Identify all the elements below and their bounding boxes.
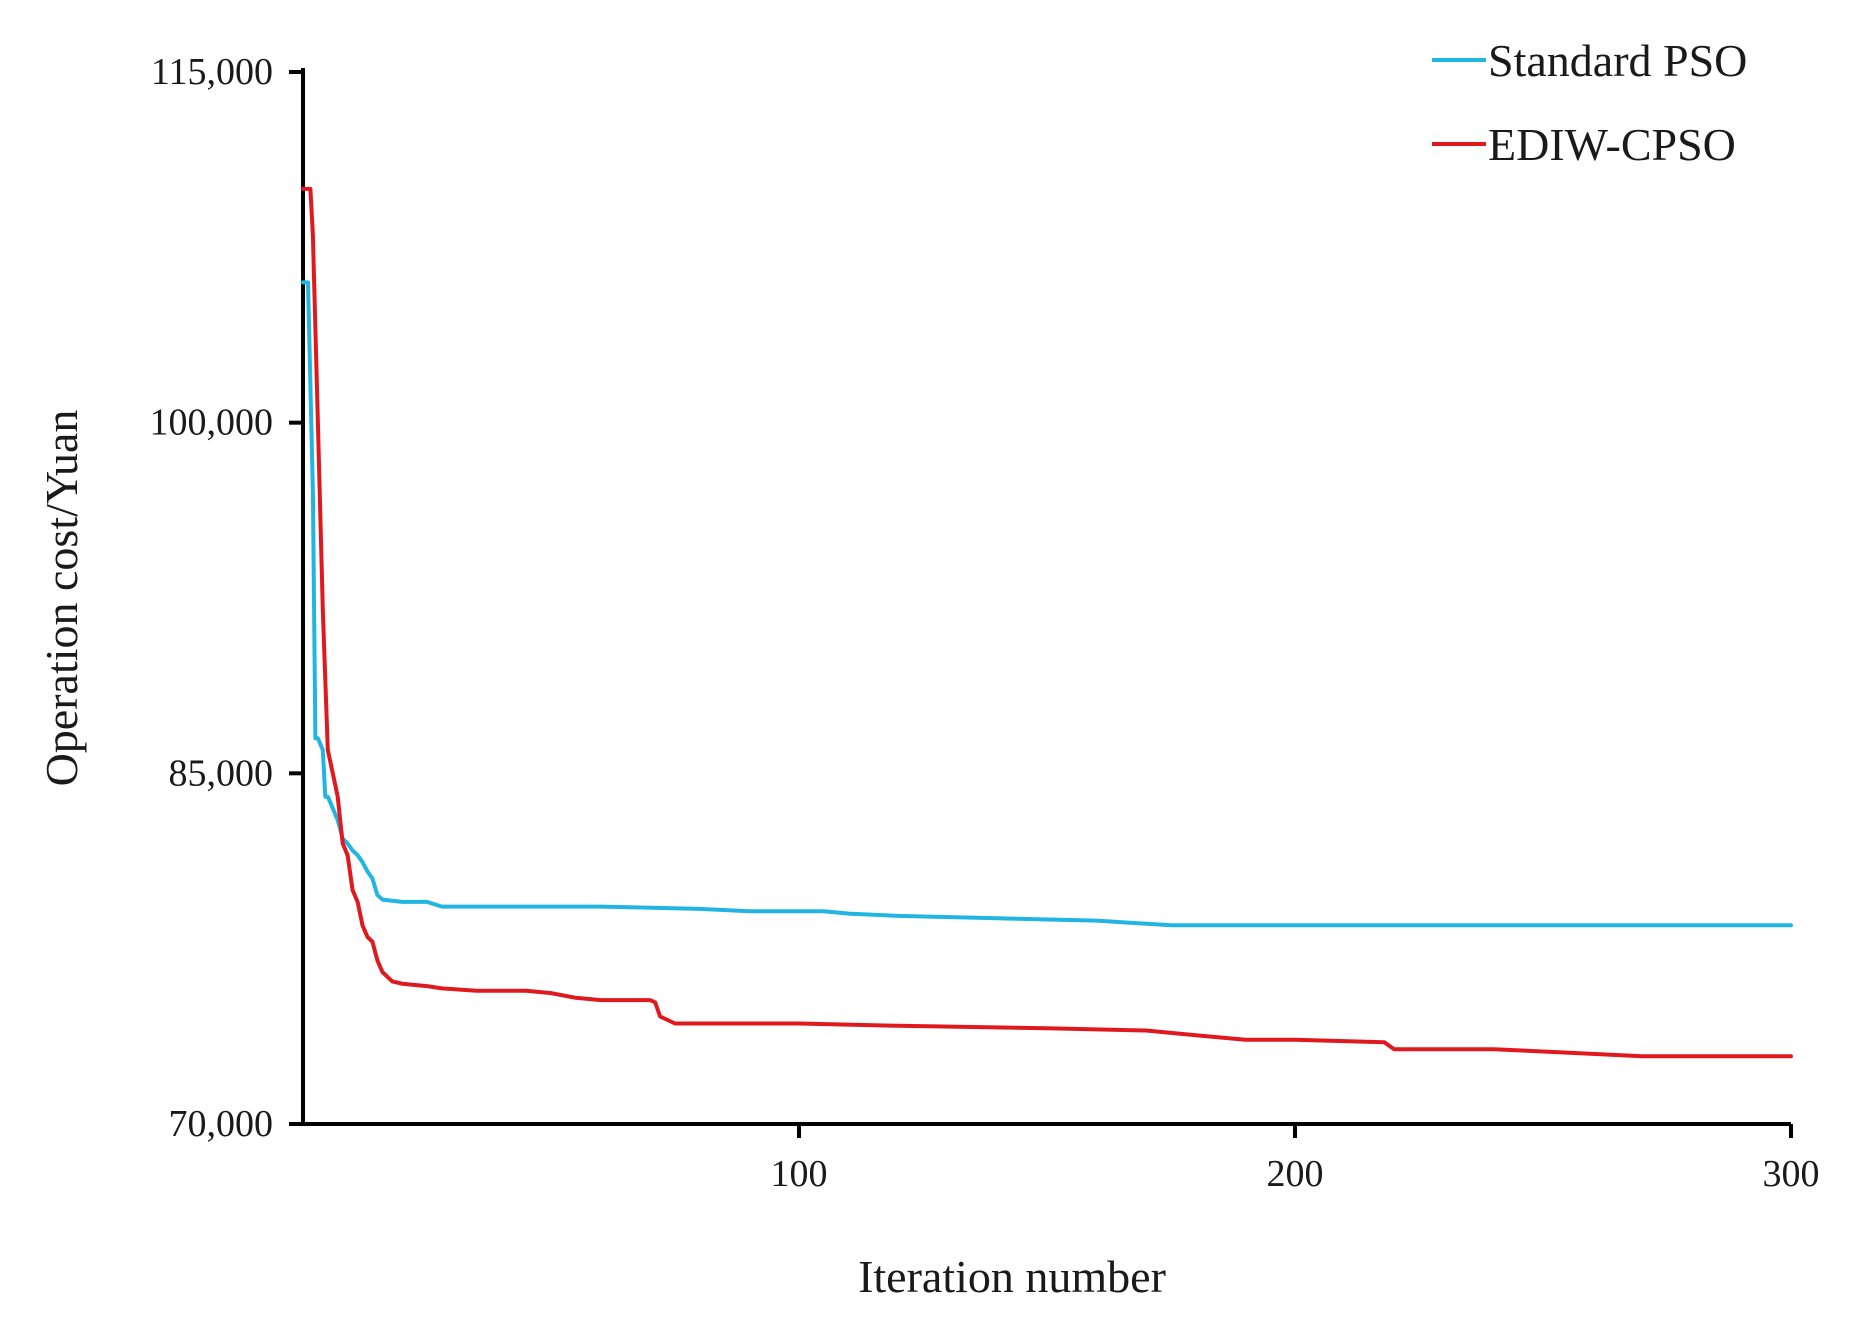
series-line-standard-pso bbox=[301, 280, 1793, 928]
legend: Standard PSO EDIW-CPSO bbox=[1432, 35, 1747, 170]
y-tick-label: 70,000 bbox=[169, 1103, 274, 1145]
y-axis-title: Operation cost/Yuan bbox=[36, 410, 87, 787]
ticks-layer: 70,000 85,000 100,000 115,000 100 200 300 bbox=[150, 51, 1820, 1195]
y-tick-label: 85,000 bbox=[169, 752, 274, 794]
axes-layer bbox=[301, 68, 1791, 1126]
x-axis-title: Iteration number bbox=[858, 1251, 1166, 1302]
y-tick-label: 115,000 bbox=[151, 51, 273, 93]
series-layer bbox=[301, 186, 1793, 1059]
x-tick-label: 100 bbox=[771, 1153, 828, 1195]
legend-label: EDIW-CPSO bbox=[1488, 119, 1736, 170]
series-line-ediw-cpso bbox=[301, 186, 1793, 1059]
y-tick-label: 100,000 bbox=[150, 402, 274, 444]
x-tick-label: 200 bbox=[1267, 1153, 1324, 1195]
x-tick-label: 300 bbox=[1763, 1153, 1820, 1195]
legend-label: Standard PSO bbox=[1488, 35, 1747, 86]
